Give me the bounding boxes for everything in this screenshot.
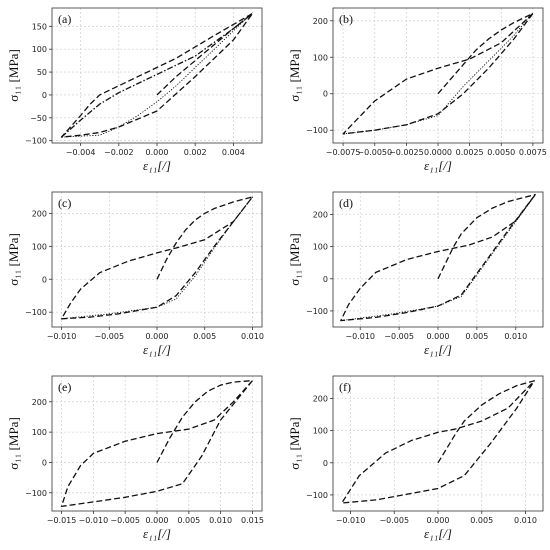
y-tick-label: 0 <box>42 275 47 284</box>
y-tick-label: 200 <box>32 398 47 407</box>
y-tick-label: −100 <box>25 489 47 498</box>
x-tick-label: 0.005 <box>193 332 216 341</box>
series-line-dashdot <box>61 12 253 138</box>
y-tick-label: 0 <box>42 458 47 467</box>
x-axis-label: ε₁₁[/] <box>143 158 171 173</box>
x-tick-label: −0.010 <box>79 516 109 525</box>
chart-panel-2: −0.0075−0.0050−0.0025 0.0000 0.0025 0.0050 0… <box>287 7 547 173</box>
y-tick-label: −100 <box>306 307 328 316</box>
x-tick-label: 0.002 <box>184 148 207 157</box>
y-tick-label: −100 <box>25 137 47 146</box>
series-line-dashed <box>341 380 535 504</box>
series-line-dashed <box>340 193 536 322</box>
y-tick-label: 200 <box>313 17 328 26</box>
y-tick-label: 200 <box>313 211 328 220</box>
y-tick-label: −50 <box>30 114 47 123</box>
panel-label: (e) <box>58 380 71 394</box>
series-line-dashed <box>342 12 534 135</box>
chart-panel-1: −0.004 −0.002 0.000 0.002 0.004 −100 −50 0 50 100… <box>6 7 263 173</box>
y-tick-label: 0 <box>323 275 328 284</box>
x-axis-label: ε₁₁[/] <box>424 526 452 541</box>
chart-panel-5: −0.015 −0.010 −0.005 0.000 0.005 0.010 0.015 −1… <box>6 375 264 541</box>
x-tick-label: 0.000 <box>146 332 169 341</box>
x-tick-label: −0.010 <box>47 332 77 341</box>
series-line-dotted <box>340 194 536 322</box>
y-tick-label: −100 <box>306 491 328 500</box>
x-tick-label: −0.005 <box>94 332 124 341</box>
y-axis-label: σ₁₁ [MPa] <box>287 233 302 286</box>
y-tick-label: 100 <box>313 53 328 62</box>
x-tick-label: 0.005 <box>177 516 200 525</box>
x-tick-label: 0.000 <box>427 516 450 525</box>
x-axis-label: ε₁₁[/] <box>424 342 452 357</box>
x-tick-label: 0.010 <box>504 332 527 341</box>
x-tick-label: −0.005 <box>110 516 140 525</box>
x-tick-label: −0.015 <box>47 516 77 525</box>
x-tick-label: 0.010 <box>241 332 264 341</box>
chart-panel-3: −0.010 −0.005 0.000 0.005 0.010 −100 0 100 200 (c… <box>6 191 264 357</box>
y-tick-label: 0 <box>323 459 328 468</box>
series-line-dashed <box>60 196 254 320</box>
y-tick-label: −100 <box>306 126 328 135</box>
y-axis-label: σ₁₁ [MPa] <box>6 417 21 470</box>
chart-panel-6: −0.010 −0.005 0.000 0.005 0.010 −100 0 100 200 (f… <box>287 375 544 541</box>
x-tick-label: 0.010 <box>514 516 537 525</box>
y-axis-label: σ₁₁ [MPa] <box>6 49 21 102</box>
x-axis-label: ε₁₁[/] <box>424 158 452 173</box>
y-axis-label: σ₁₁ [MPa] <box>6 233 21 286</box>
chart-panel-4: −0.010 −0.005 0.000 0.005 0.010 −100 0 100 200 (d… <box>287 191 544 357</box>
x-tick-label: 0.005 <box>465 332 488 341</box>
x-tick-label: 0.0050 <box>487 148 515 157</box>
y-axis-label: σ₁₁ [MPa] <box>287 49 302 102</box>
x-tick-label: −0.0050 <box>357 148 392 157</box>
x-tick-label: 0.010 <box>209 516 232 525</box>
x-tick-label: −0.002 <box>104 148 134 157</box>
y-tick-label: 100 <box>32 242 47 251</box>
x-tick-label: 0.000 <box>146 148 169 157</box>
y-tick-label: 200 <box>32 209 47 218</box>
x-tick-label: −0.010 <box>336 516 366 525</box>
y-tick-label: 0 <box>42 91 47 100</box>
x-tick-label: 0.015 <box>241 516 264 525</box>
series-line-dotted <box>343 12 534 135</box>
y-tick-label: 100 <box>32 45 47 54</box>
x-axis-label: ε₁₁[/] <box>143 526 171 541</box>
series-line-dotted <box>61 12 253 138</box>
y-tick-label: 0 <box>323 90 328 99</box>
series-line-dotted <box>61 196 253 320</box>
panel-label: (b) <box>339 12 353 26</box>
y-tick-label: 50 <box>37 68 47 77</box>
panel-label: (f) <box>339 380 351 394</box>
x-tick-label: 0.0075 <box>519 148 547 157</box>
x-tick-label: −0.010 <box>345 332 375 341</box>
y-axis-label: σ₁₁ [MPa] <box>287 417 302 470</box>
x-tick-label: −0.0025 <box>389 148 424 157</box>
x-tick-label: −0.005 <box>379 516 409 525</box>
y-tick-label: −100 <box>25 308 47 317</box>
panel-label: (a) <box>58 12 71 26</box>
x-tick-label: −0.005 <box>384 332 414 341</box>
x-tick-label: −0.004 <box>66 148 96 157</box>
x-tick-label: 0.0000 <box>424 148 452 157</box>
panel-label: (c) <box>58 196 71 210</box>
x-tick-label: 0.000 <box>146 516 169 525</box>
x-tick-label: 0.005 <box>470 516 493 525</box>
y-tick-label: 150 <box>32 22 47 31</box>
series-line-dashed <box>60 379 254 508</box>
y-tick-label: 200 <box>313 395 328 404</box>
x-axis-label: ε₁₁[/] <box>143 342 171 357</box>
x-tick-label: 0.0025 <box>456 148 484 157</box>
panel-label: (d) <box>339 196 353 210</box>
y-tick-label: 100 <box>313 427 328 436</box>
y-tick-label: 100 <box>313 243 328 252</box>
x-tick-label: 0.000 <box>427 332 450 341</box>
y-tick-label: 100 <box>32 428 47 437</box>
x-tick-label: 0.004 <box>222 148 245 157</box>
x-tick-label: −0.0075 <box>326 148 361 157</box>
